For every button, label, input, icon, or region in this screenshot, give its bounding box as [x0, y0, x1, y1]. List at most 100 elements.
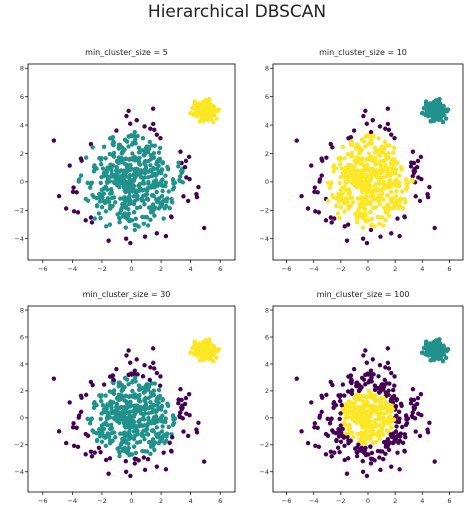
scatter-point — [169, 215, 174, 220]
scatter-point — [423, 100, 429, 105]
y-tick-label: −2 — [14, 207, 24, 215]
scatter-point — [134, 118, 139, 123]
scatter-point — [361, 353, 366, 358]
scatter-point — [381, 205, 387, 210]
scatter-point — [345, 151, 351, 157]
scatter-point — [358, 448, 363, 453]
scatter-point — [152, 366, 157, 371]
scatter-point — [153, 408, 159, 413]
scatter-point — [343, 187, 349, 192]
y-tick-label: −4 — [14, 468, 24, 476]
scatter-point — [329, 220, 334, 225]
scatter-point — [146, 174, 151, 180]
scatter-point — [344, 431, 349, 436]
scatter-point — [163, 173, 168, 178]
scatter-point — [408, 400, 414, 406]
scatter-point — [378, 167, 383, 172]
scatter-point — [371, 372, 376, 377]
scatter-point — [169, 200, 175, 205]
scatter-plot-area: −6 −4 −2 0 2 4 6 −4 −2 0 2 4 6 8 — [14, 63, 236, 273]
scatter-point — [162, 206, 167, 211]
scatter-point — [128, 473, 133, 479]
scatter-point — [129, 403, 134, 408]
scatter-point — [368, 392, 374, 397]
scatter-point — [404, 417, 409, 422]
scatter-point — [371, 193, 376, 198]
scatter-point — [368, 423, 373, 428]
scatter-point — [427, 420, 432, 425]
scatter-point — [128, 399, 133, 405]
scatter-point — [150, 428, 155, 433]
x-tick-label: 2 — [159, 265, 163, 273]
scatter-point — [131, 209, 137, 215]
scatter-point — [78, 393, 84, 398]
scatter-point — [383, 365, 388, 370]
scatter-point — [299, 429, 304, 434]
scatter-point — [383, 217, 388, 222]
x-tick-label: 0 — [129, 497, 133, 505]
scatter-point — [51, 138, 57, 143]
scatter-point — [99, 174, 104, 180]
scatter-point — [130, 151, 135, 156]
scatter-point — [106, 471, 111, 476]
scatter-point — [337, 394, 343, 399]
scatter-point — [181, 194, 186, 199]
scatter-point — [212, 352, 217, 357]
scatter-point — [158, 374, 163, 379]
scatter-point — [390, 150, 396, 155]
scatter-point — [137, 149, 143, 155]
scatter-point — [142, 167, 148, 172]
x-tick-label: −4 — [68, 497, 78, 505]
scatter-point — [88, 181, 94, 187]
scatter-point — [159, 167, 165, 173]
scatter-point — [343, 406, 348, 411]
scatter-point — [352, 176, 357, 182]
scatter-point — [381, 395, 386, 401]
scatter-point — [188, 350, 193, 355]
scatter-point — [336, 434, 342, 439]
scatter-point — [347, 187, 352, 192]
scatter-point — [120, 386, 126, 391]
x-tick-label: 4 — [189, 265, 193, 273]
scatter-point — [83, 452, 88, 457]
scatter-point — [334, 204, 339, 209]
scatter-point — [333, 166, 339, 171]
scatter-point — [126, 211, 131, 216]
scatter-point — [338, 411, 343, 416]
scatter-point — [396, 173, 402, 178]
scatter-point — [364, 240, 370, 246]
scatter-point — [160, 199, 165, 204]
scatter-point — [107, 151, 113, 157]
scatter-point — [361, 187, 366, 192]
scatter-point — [366, 218, 371, 223]
scatter-point — [390, 396, 396, 401]
scatter-point — [151, 151, 157, 156]
scatter-point — [363, 430, 368, 435]
scatter-point — [143, 383, 149, 389]
scatter-point — [159, 404, 165, 409]
y-tick-label: −2 — [259, 441, 269, 449]
scatter-point — [64, 440, 69, 446]
scatter-point — [187, 176, 192, 182]
scatter-point — [103, 393, 108, 398]
scatter-point — [161, 450, 166, 455]
scatter-point — [98, 449, 103, 455]
scatter-point — [361, 377, 367, 382]
scatter-point — [358, 436, 364, 441]
scatter-point — [99, 204, 105, 210]
scatter-point — [377, 436, 383, 442]
scatter-point — [90, 428, 95, 433]
scatter-point — [337, 449, 342, 455]
scatter-point — [363, 108, 368, 114]
scatter-point — [347, 402, 352, 407]
scatter-point — [131, 201, 137, 207]
scatter-point — [94, 166, 99, 171]
scatter-point — [103, 156, 108, 161]
scatter-point — [142, 234, 148, 239]
scatter-point — [344, 471, 350, 476]
scatter-point — [169, 449, 174, 454]
scatter-point — [142, 363, 147, 368]
scatter-point — [171, 420, 177, 426]
scatter-point — [395, 450, 400, 455]
scatter-point — [383, 444, 389, 449]
